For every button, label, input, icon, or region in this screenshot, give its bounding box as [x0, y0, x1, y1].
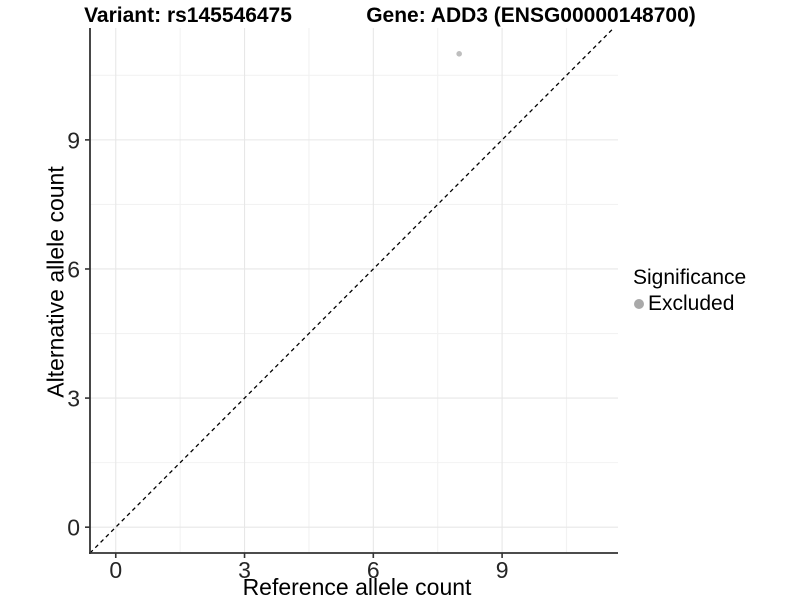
legend: Significance Excluded — [628, 266, 746, 315]
data-point — [456, 51, 462, 57]
legend-item-label: Excluded — [648, 292, 735, 315]
legend-point-icon — [634, 299, 644, 309]
legend-item-excluded: Excluded — [628, 292, 746, 315]
y-axis-title: Alternative allele count — [42, 166, 69, 398]
x-tick-label: 9 — [496, 557, 509, 583]
y-tick-label: 9 — [67, 127, 80, 153]
y-tick-label: 0 — [67, 515, 80, 541]
x-tick-label: 6 — [367, 557, 380, 583]
x-tick-label: 0 — [109, 557, 122, 583]
y-tick-label: 3 — [67, 386, 80, 412]
identity-dashed-line — [89, 27, 615, 554]
y-tick-label: 6 — [67, 256, 80, 282]
variant-title: Variant: rs145546475 — [84, 4, 292, 27]
legend-title: Significance — [633, 266, 747, 289]
x-axis-title: Reference allele count — [242, 574, 472, 600]
x-tick-label: 3 — [238, 557, 251, 583]
gene-title: Gene: ADD3 (ENSG00000148700) — [366, 4, 696, 27]
